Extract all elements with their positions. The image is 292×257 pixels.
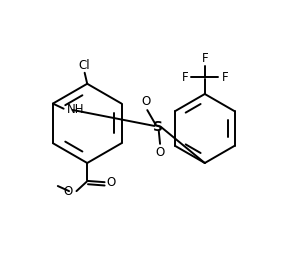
Text: O: O [106, 176, 116, 189]
Text: O: O [141, 95, 151, 108]
Text: F: F [221, 71, 228, 84]
Text: Cl: Cl [79, 59, 91, 72]
Text: O: O [155, 146, 165, 159]
Text: O: O [63, 185, 72, 198]
Text: F: F [182, 71, 188, 84]
Text: S: S [152, 120, 163, 134]
Text: NH: NH [67, 104, 84, 116]
Text: F: F [201, 52, 208, 65]
